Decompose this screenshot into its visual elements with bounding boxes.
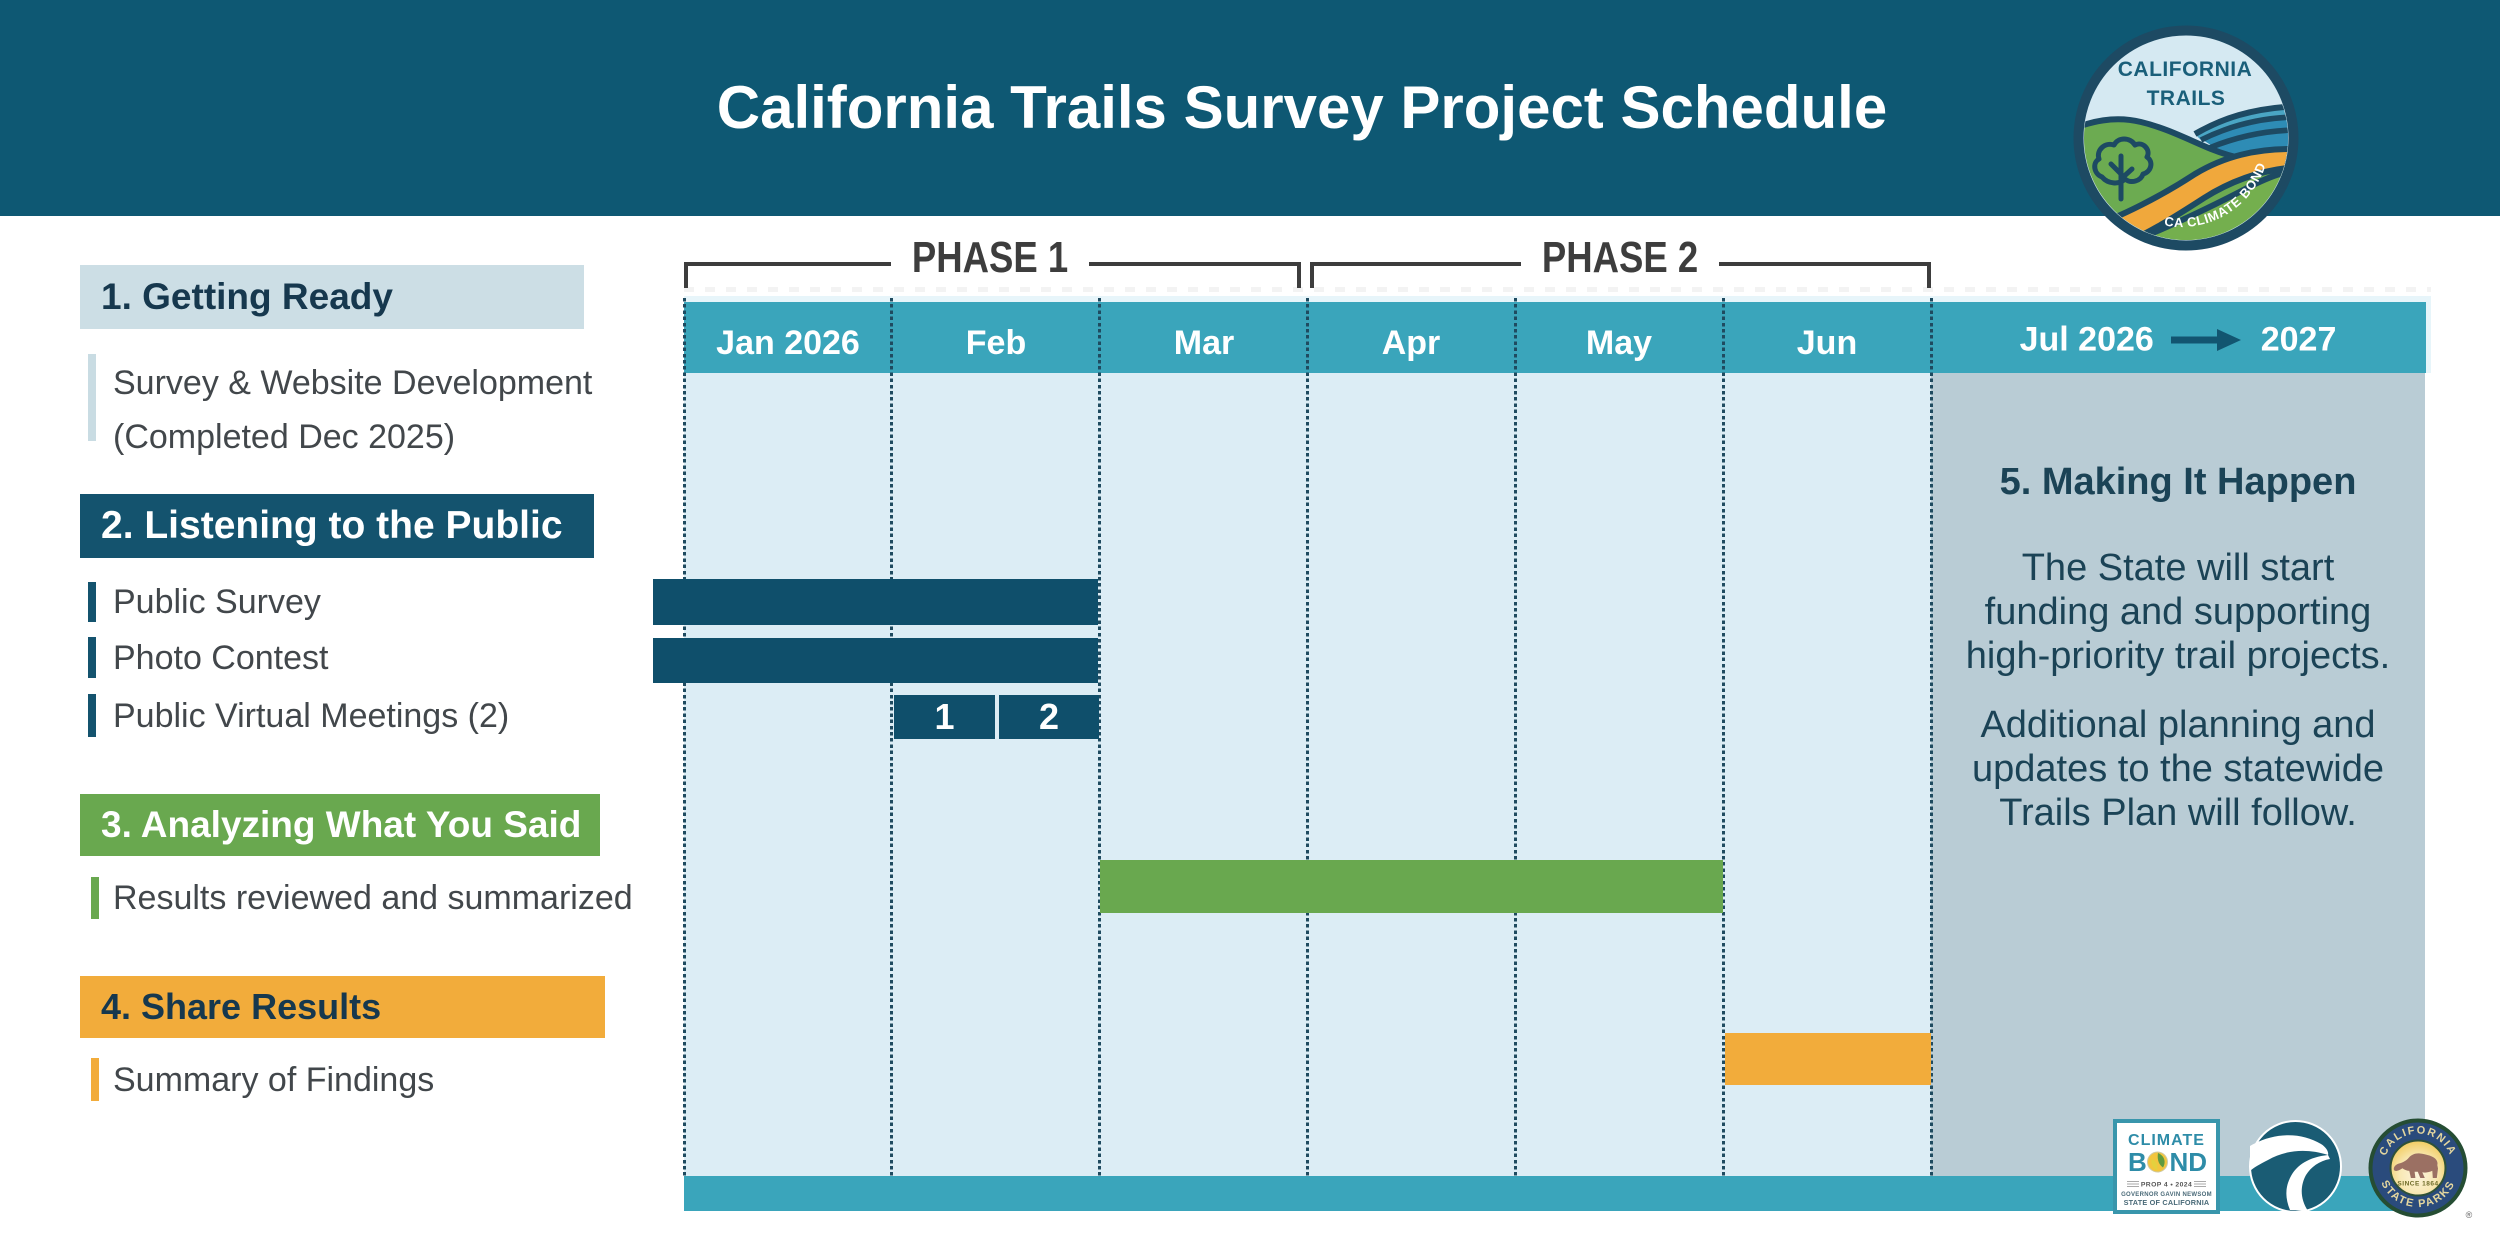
svg-text:B: B — [2128, 1147, 2147, 1177]
svg-text:ND: ND — [2170, 1147, 2208, 1177]
svg-text:®: ® — [2466, 1210, 2473, 1220]
svg-text:GOVERNOR GAVIN NEWSOM: GOVERNOR GAVIN NEWSOM — [2121, 1192, 2212, 1198]
svg-text:TRAILS: TRAILS — [2147, 87, 2226, 110]
svg-text:SINCE 1864: SINCE 1864 — [2397, 1181, 2438, 1188]
svg-text:CLIMATE: CLIMATE — [2128, 1132, 2205, 1149]
svg-text:PROP 4 • 2024: PROP 4 • 2024 — [2141, 1182, 2192, 1189]
svg-text:STATE OF CALIFORNIA: STATE OF CALIFORNIA — [2124, 1198, 2210, 1207]
svg-text:CALIFORNIA: CALIFORNIA — [2118, 58, 2253, 81]
